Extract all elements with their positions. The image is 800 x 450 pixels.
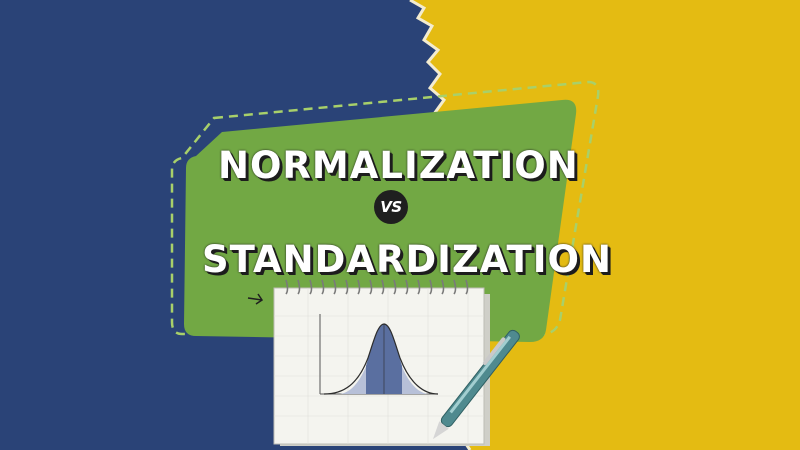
title-line-1: NORMALIZATION bbox=[218, 144, 579, 187]
arrow-accent bbox=[247, 293, 264, 305]
green-banner bbox=[184, 99, 577, 343]
spiral-binding bbox=[285, 279, 469, 295]
vs-label: VS bbox=[380, 198, 402, 216]
vs-badge: VS bbox=[374, 190, 408, 224]
title-line-2: STANDARDIZATION bbox=[202, 238, 612, 281]
pen-icon bbox=[432, 329, 520, 440]
